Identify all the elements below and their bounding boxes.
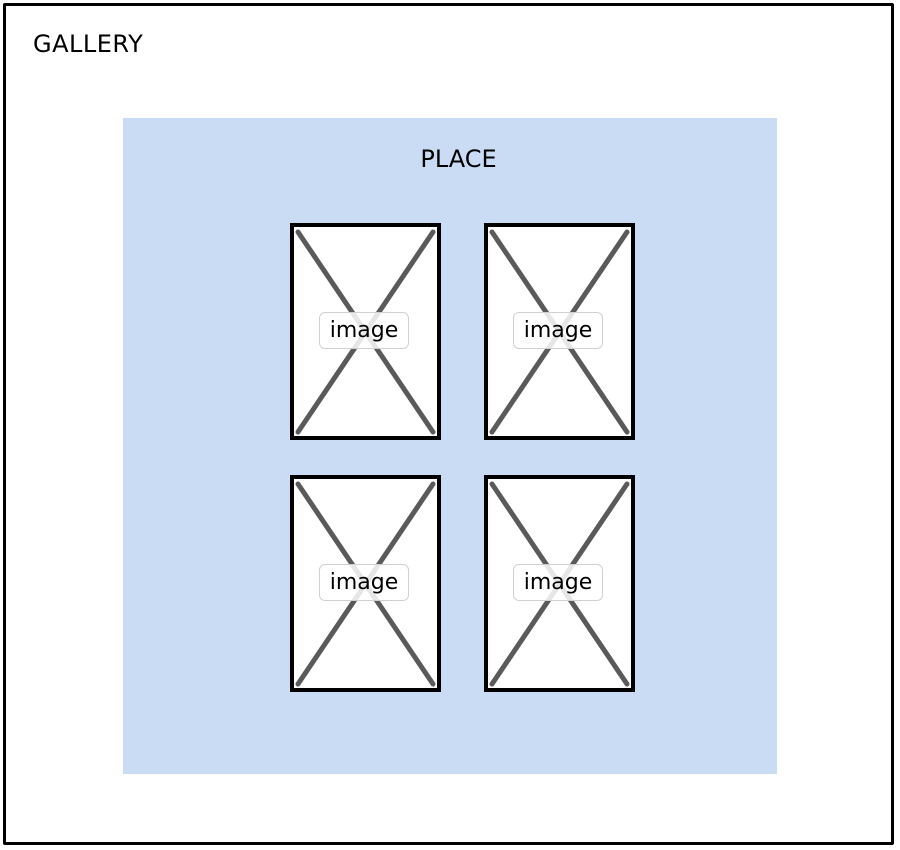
image-label: image (319, 564, 409, 601)
image-label: image (319, 312, 409, 349)
image-placeholder-2[interactable]: image (484, 223, 635, 440)
image-label: image (513, 312, 603, 349)
image-placeholder-3[interactable]: image (290, 475, 441, 692)
gallery-title: GALLERY (33, 30, 144, 58)
place-panel (123, 118, 777, 774)
image-placeholder-1[interactable]: image (290, 223, 441, 440)
image-placeholder-4[interactable]: image (484, 475, 635, 692)
place-title: PLACE (420, 145, 497, 173)
image-label: image (513, 564, 603, 601)
